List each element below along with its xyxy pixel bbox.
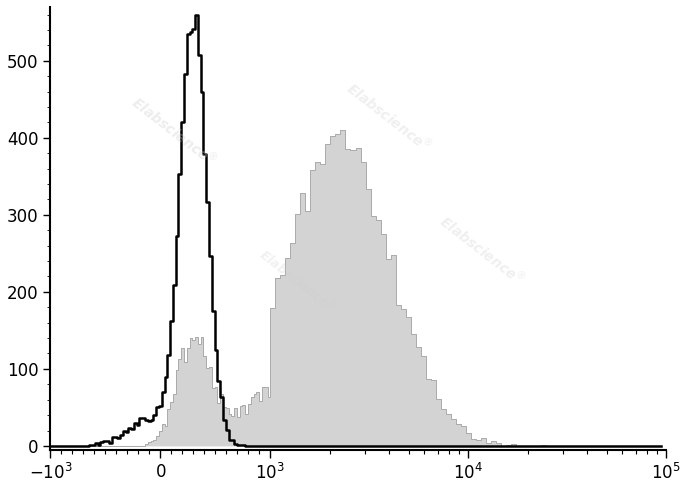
Text: Elabscience$^{\circledR}$: Elabscience$^{\circledR}$ (436, 212, 528, 289)
Text: Elabscience$^{\circledR}$: Elabscience$^{\circledR}$ (343, 79, 435, 156)
Text: Elabscience$^{\circledR}$: Elabscience$^{\circledR}$ (127, 92, 219, 170)
Text: Elabscience$^{\circledR}$: Elabscience$^{\circledR}$ (255, 246, 338, 317)
